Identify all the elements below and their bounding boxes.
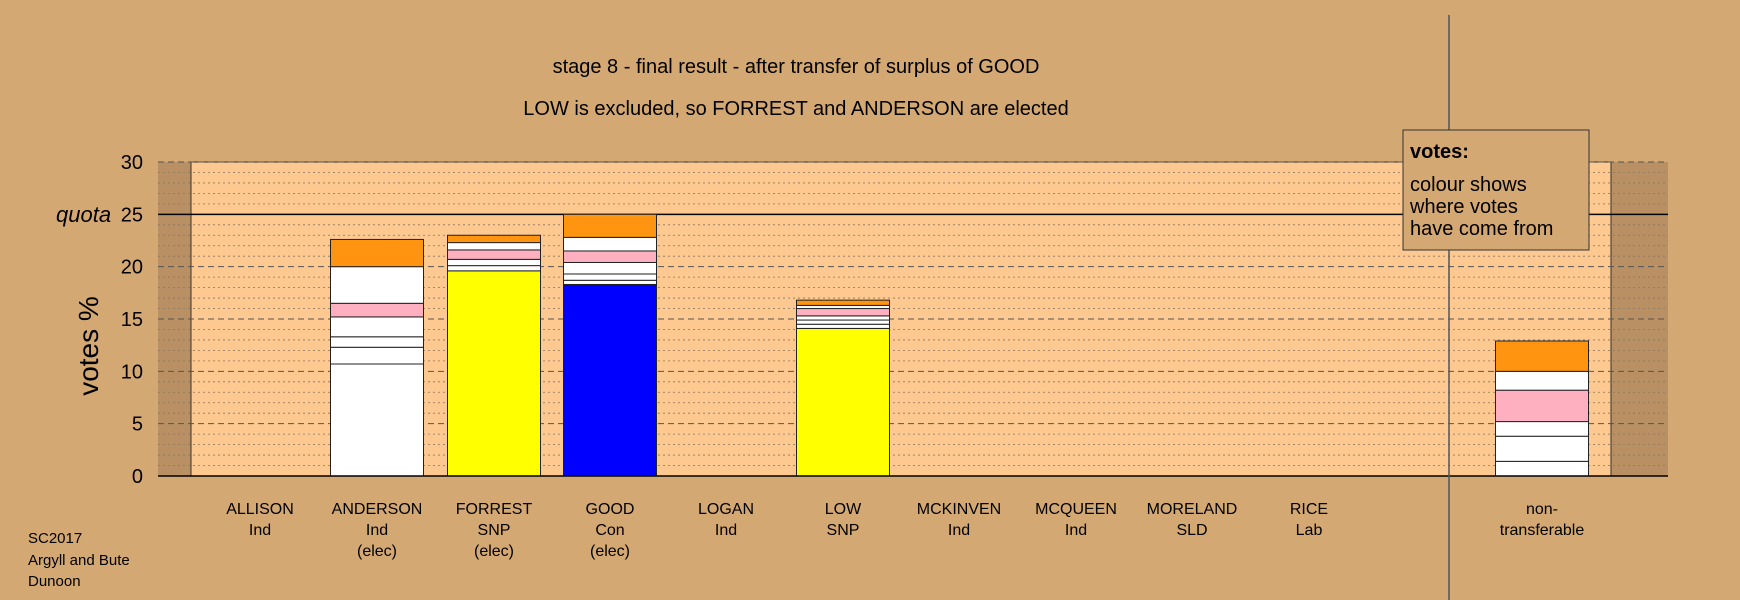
bar-segment	[1495, 421, 1589, 437]
x-category-label: MORELAND	[1147, 501, 1238, 518]
bar-segment	[563, 250, 657, 263]
x-category-label: MCKINVEN	[917, 501, 1001, 518]
bar-segment	[796, 323, 890, 329]
x-category-label: Ind	[249, 522, 271, 539]
y-axis-label: votes %	[73, 296, 104, 396]
bar-segment	[1495, 435, 1589, 462]
bar-10	[1495, 340, 1589, 477]
x-category-label: SLD	[1176, 522, 1207, 539]
y-tick-label: 5	[132, 414, 143, 436]
y-tick-label: 30	[121, 152, 143, 174]
y-tick-label: 25	[121, 204, 143, 226]
chart-subtitle: LOW is excluded, so FORREST and ANDERSON…	[523, 98, 1068, 120]
bar-segment	[1495, 370, 1589, 391]
bar-segment	[330, 266, 424, 304]
y-tick-label: 0	[132, 466, 143, 488]
legend-box: votes: colour shows where votes have com…	[1402, 129, 1590, 251]
x-category-label: RICE	[1290, 501, 1328, 518]
bar-segment	[1495, 389, 1589, 423]
x-category-label: (elec)	[357, 543, 397, 560]
bar-segment	[563, 213, 657, 238]
bar-segment	[330, 302, 424, 318]
bar-segment	[796, 299, 890, 306]
axes	[158, 15, 1668, 600]
legend-line-3: have come from	[1410, 218, 1553, 240]
bar-segment	[447, 249, 541, 260]
bar-segment	[1495, 340, 1589, 372]
bar-segment	[447, 242, 541, 251]
quota-label: quota	[56, 202, 111, 227]
x-category-label: FORREST	[456, 501, 533, 518]
x-category-label: (elec)	[474, 543, 514, 560]
footer-line-1: SC2017	[28, 530, 82, 547]
x-category-label: ALLISON	[226, 501, 294, 518]
bar-segment	[447, 234, 541, 244]
bar-segment	[563, 283, 657, 477]
legend-frame	[1402, 129, 1590, 251]
bar-segment	[447, 265, 541, 272]
x-category-label: GOOD	[586, 501, 635, 518]
y-tick-label: 10	[121, 361, 143, 383]
bar-segment	[330, 346, 424, 365]
bar-segment	[563, 279, 657, 285]
x-category-label: Con	[595, 522, 624, 539]
x-category-label: Ind	[948, 522, 970, 539]
bar-segment	[563, 261, 657, 275]
x-category-label: non-	[1526, 501, 1558, 518]
x-category-label: Ind	[366, 522, 388, 539]
bar-segment	[1495, 460, 1589, 477]
bar-segment	[796, 308, 890, 317]
x-category-label: MCQUEEN	[1035, 501, 1117, 518]
bar-segment	[796, 315, 890, 321]
footer-line-3: Dunoon	[28, 573, 81, 590]
bar-3	[563, 213, 657, 477]
legend-line-2: where votes	[1409, 196, 1518, 218]
footer-line-2: Argyll and Bute	[28, 552, 130, 569]
x-category-label: ANDERSON	[332, 501, 423, 518]
bar-segment	[563, 236, 657, 252]
bar-segment	[796, 327, 890, 477]
x-category-label: Ind	[1065, 522, 1087, 539]
legend-title: votes:	[1410, 141, 1469, 163]
x-category-label: (elec)	[590, 543, 630, 560]
bar-segment	[330, 336, 424, 348]
bar-1	[330, 238, 424, 477]
bar-5	[796, 299, 890, 477]
bar-segment	[447, 270, 541, 477]
legend-line-1: colour shows	[1410, 174, 1527, 196]
x-category-label: transferable	[1500, 522, 1585, 539]
x-category-label: Ind	[715, 522, 737, 539]
x-category-label: LOGAN	[698, 501, 754, 518]
bars	[330, 213, 1589, 477]
bar-2	[447, 234, 541, 477]
x-category-label: SNP	[478, 522, 511, 539]
bar-segment	[330, 238, 424, 268]
bar-segment	[447, 258, 541, 267]
bar-segment	[330, 316, 424, 338]
chart-title: stage 8 - final result - after transfer …	[553, 56, 1040, 78]
x-category-label: LOW	[825, 501, 862, 518]
bar-segment	[330, 363, 424, 477]
x-category-label: Lab	[1296, 522, 1323, 539]
bar-segment	[796, 319, 890, 325]
y-tick-label: 15	[121, 309, 143, 331]
y-tick-label: 20	[121, 257, 143, 279]
y-tick-labels: 0 5 10 15 20 25 30	[121, 152, 143, 488]
x-category-labels: ALLISON Ind ANDERSON Ind (elec) FORREST SNP (el…	[226, 501, 1584, 560]
x-category-label: SNP	[827, 522, 860, 539]
bar-segment	[563, 273, 657, 281]
